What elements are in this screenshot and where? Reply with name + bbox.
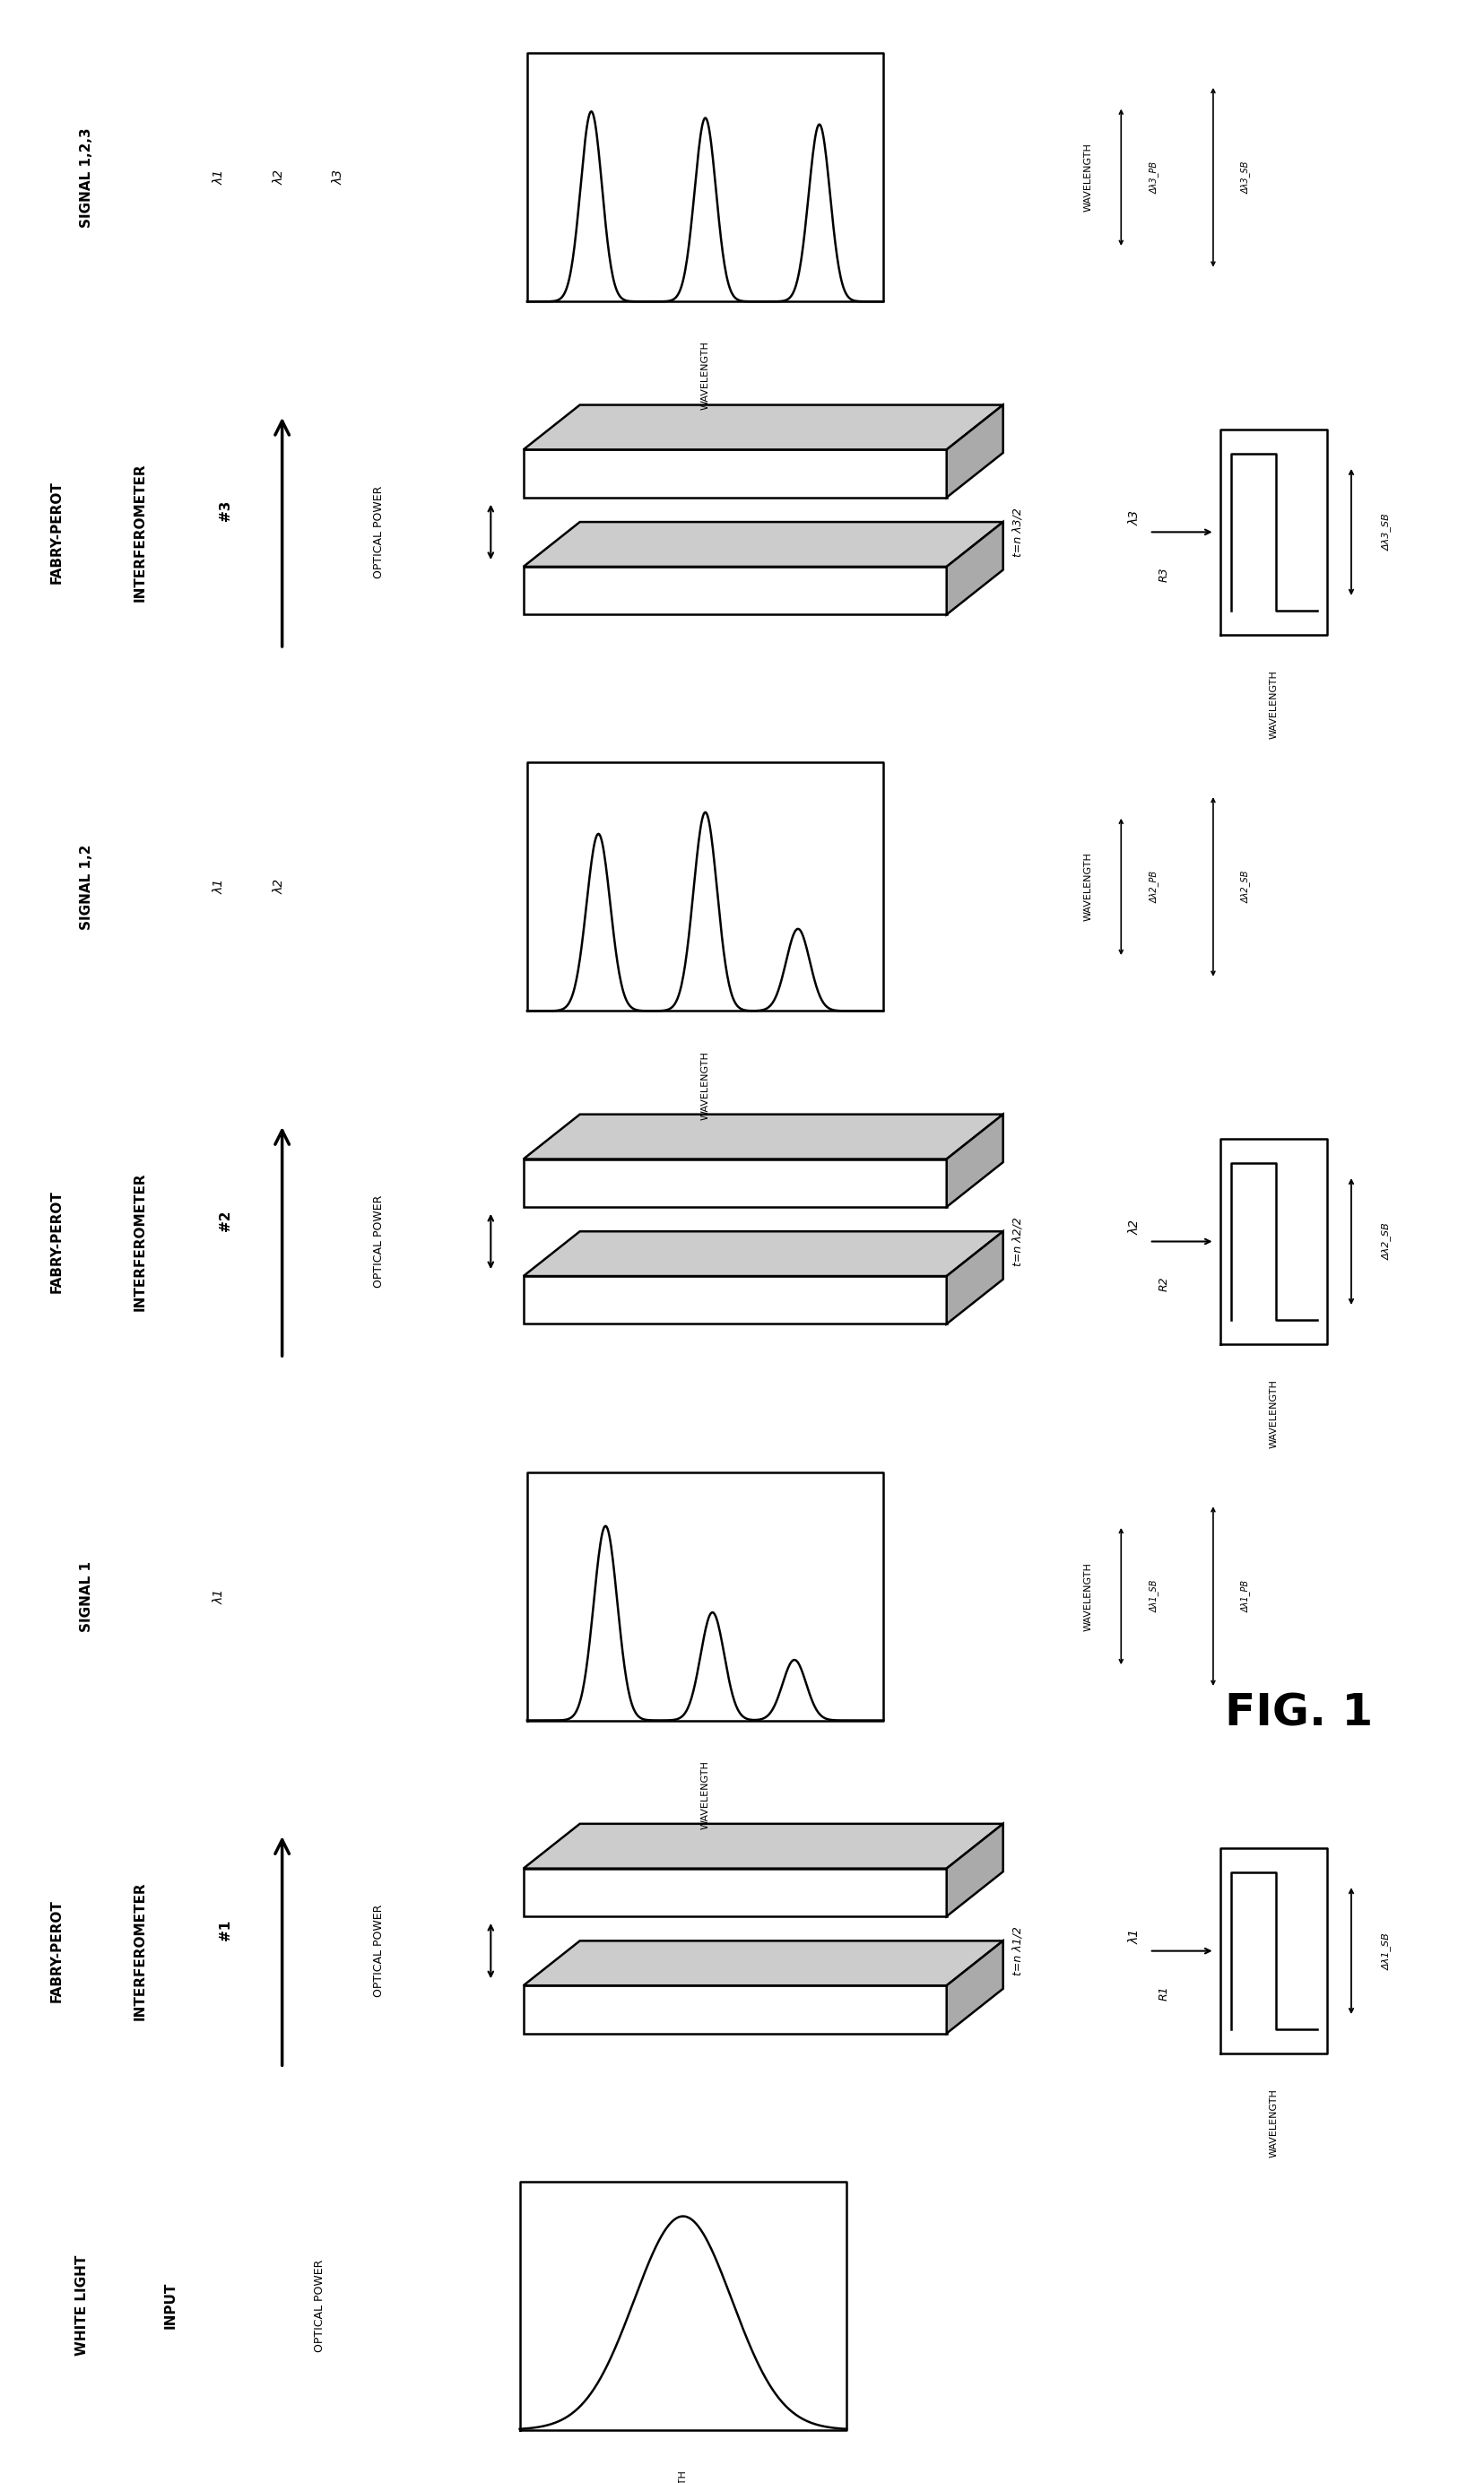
Text: Δλ1_SB: Δλ1_SB xyxy=(1149,1579,1158,1611)
Text: WAVELENGTH: WAVELENGTH xyxy=(700,1050,709,1120)
Polygon shape xyxy=(947,521,1003,616)
Text: INTERFEROMETER: INTERFEROMETER xyxy=(132,462,147,601)
Text: Δλ3_SB: Δλ3_SB xyxy=(1241,161,1250,194)
Polygon shape xyxy=(524,1867,947,1917)
Text: OPTICAL POWER: OPTICAL POWER xyxy=(372,1904,384,1996)
Text: SIGNAL 1,2,3: SIGNAL 1,2,3 xyxy=(79,127,93,228)
Text: Δλ2_SB: Δλ2_SB xyxy=(1382,1222,1391,1261)
Polygon shape xyxy=(524,405,1003,449)
Text: λ3: λ3 xyxy=(1128,509,1140,526)
Polygon shape xyxy=(524,566,947,616)
Text: λ1: λ1 xyxy=(214,169,226,186)
Text: λ2: λ2 xyxy=(273,879,285,894)
Text: WAVELENGTH: WAVELENGTH xyxy=(700,1760,709,1830)
Text: FABRY-PEROT: FABRY-PEROT xyxy=(49,1189,64,1294)
Polygon shape xyxy=(947,1232,1003,1323)
Text: WAVELENGTH: WAVELENGTH xyxy=(700,340,709,410)
Text: Δλ3_SB: Δλ3_SB xyxy=(1382,514,1391,551)
Text: R1: R1 xyxy=(1158,1986,1169,2001)
Polygon shape xyxy=(947,1115,1003,1207)
Text: #3: #3 xyxy=(218,499,233,521)
Text: t=n λ2/2: t=n λ2/2 xyxy=(1012,1217,1022,1266)
Text: λ1: λ1 xyxy=(214,1589,226,1604)
Text: t=n λ3/2: t=n λ3/2 xyxy=(1012,507,1022,556)
Polygon shape xyxy=(524,1986,947,2034)
Text: Δλ2_SB: Δλ2_SB xyxy=(1241,872,1250,904)
Text: FIG. 1: FIG. 1 xyxy=(1224,1691,1373,1736)
Polygon shape xyxy=(524,1115,1003,1160)
Polygon shape xyxy=(524,1942,1003,1986)
Text: R2: R2 xyxy=(1158,1276,1169,1291)
Text: Δλ3_PB: Δλ3_PB xyxy=(1149,161,1158,194)
Text: OPTICAL POWER: OPTICAL POWER xyxy=(313,2260,325,2351)
Text: WAVELENGTH: WAVELENGTH xyxy=(1083,852,1092,921)
Text: WAVELENGTH: WAVELENGTH xyxy=(1269,2088,1278,2158)
Text: FABRY-PEROT: FABRY-PEROT xyxy=(49,1899,64,2001)
Text: WHITE LIGHT: WHITE LIGHT xyxy=(74,2255,89,2356)
Text: Δλ1_SB: Δλ1_SB xyxy=(1382,1932,1391,1969)
Text: λ2: λ2 xyxy=(1128,1219,1140,1234)
Polygon shape xyxy=(947,1942,1003,2034)
Text: λ1: λ1 xyxy=(214,879,226,894)
Text: OPTICAL POWER: OPTICAL POWER xyxy=(372,1194,384,1289)
Polygon shape xyxy=(524,1232,1003,1276)
Polygon shape xyxy=(524,1276,947,1323)
Text: #1: #1 xyxy=(218,1919,233,1939)
Text: Δλ1_PB: Δλ1_PB xyxy=(1241,1579,1250,1611)
Text: SIGNAL 1,2: SIGNAL 1,2 xyxy=(79,844,93,929)
Text: λ3: λ3 xyxy=(332,169,344,186)
Text: WAVELENGTH: WAVELENGTH xyxy=(1083,144,1092,211)
Text: FABRY-PEROT: FABRY-PEROT xyxy=(49,482,64,584)
Polygon shape xyxy=(524,521,1003,566)
Polygon shape xyxy=(524,1160,947,1207)
Polygon shape xyxy=(524,449,947,497)
Text: λ1: λ1 xyxy=(1128,1929,1140,1944)
Text: #2: #2 xyxy=(218,1209,233,1232)
Text: INTERFEROMETER: INTERFEROMETER xyxy=(132,1172,147,1311)
Text: WAVELENGTH: WAVELENGTH xyxy=(1269,1378,1278,1448)
Text: INTERFEROMETER: INTERFEROMETER xyxy=(132,1882,147,2021)
Text: WAVELENGTH: WAVELENGTH xyxy=(1083,1562,1092,1631)
Polygon shape xyxy=(947,405,1003,497)
Text: INPUT: INPUT xyxy=(163,2282,178,2329)
Text: SIGNAL 1: SIGNAL 1 xyxy=(79,1562,93,1631)
Text: WAVELENGTH: WAVELENGTH xyxy=(1269,670,1278,737)
Text: t=n λ1/2: t=n λ1/2 xyxy=(1012,1927,1022,1976)
Text: λ2: λ2 xyxy=(273,169,285,186)
Text: OPTICAL POWER: OPTICAL POWER xyxy=(372,487,384,579)
Polygon shape xyxy=(524,1823,1003,1867)
Text: Δλ2_PB: Δλ2_PB xyxy=(1149,872,1158,904)
Text: WAVELENGTH: WAVELENGTH xyxy=(678,2471,687,2483)
Polygon shape xyxy=(947,1823,1003,1917)
Text: R3: R3 xyxy=(1158,566,1169,581)
